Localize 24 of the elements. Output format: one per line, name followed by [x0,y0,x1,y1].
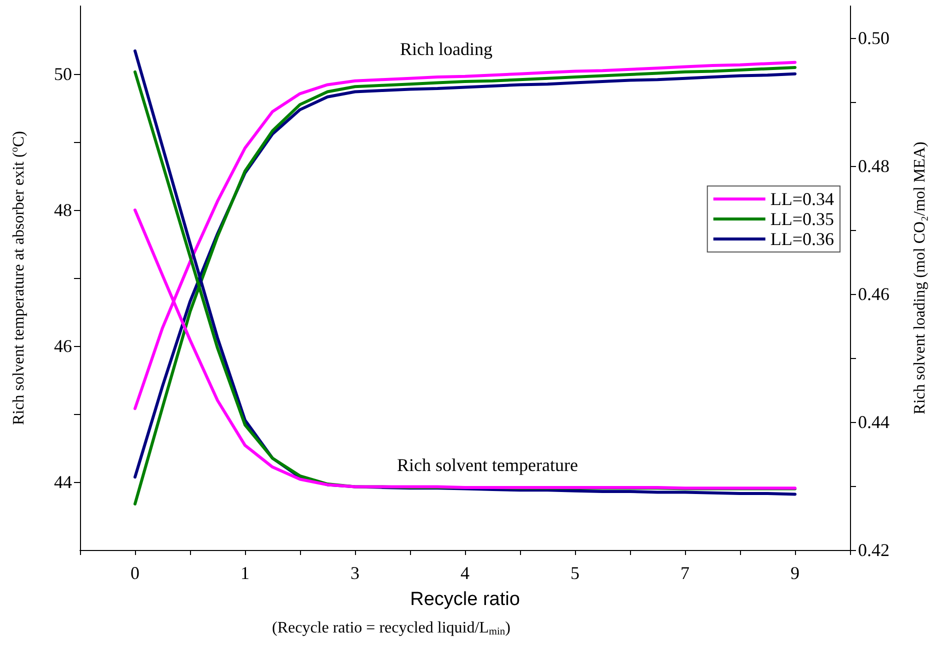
y-tick-label: 50 [54,64,72,84]
x-axis-title: Recycle ratio [410,589,520,610]
x-tick-label: 3 [350,563,360,583]
y-tick-label: 44 [54,472,72,492]
x-tick-label: 1 [240,563,250,583]
y-axis-title: Rich solvent temperature at absorber exit (oC) [10,131,28,425]
x-tick-label: 4 [460,563,470,583]
legend-label: LL=0.36 [770,229,834,249]
y2-tick-label: 0.46 [858,284,890,304]
legend-label: LL=0.35 [770,209,834,229]
legend-label: LL=0.34 [770,189,834,209]
x-tick-label: 0 [130,563,140,583]
x-tick-label: 9 [790,563,800,583]
annotation: Rich solvent temperature [397,455,578,475]
y2-tick-label: 0.44 [858,412,890,432]
y2-tick-label: 0.50 [858,28,890,48]
y2-tick-label: 0.48 [858,156,890,176]
x-tick-label: 7 [680,563,690,583]
y-tick-label: 48 [54,200,72,220]
x-tick-label: 5 [570,563,580,583]
y2-tick-label: 0.42 [858,540,890,560]
annotation: Rich loading [400,39,492,59]
y2-axis-title: Rich solvent loading (mol CO₂/mol MEA) [912,142,928,414]
y-tick-label: 46 [54,336,72,356]
